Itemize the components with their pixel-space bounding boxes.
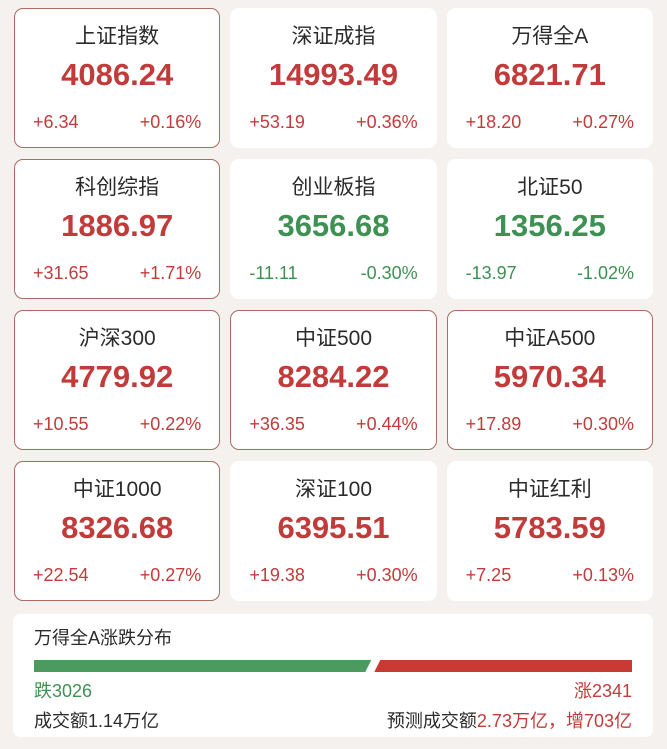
index-card-wandequanA[interactable]: 万得全A 6821.71 +18.20 +0.27%	[446, 8, 653, 148]
index-value: 5783.59	[493, 510, 606, 545]
index-change: -13.97	[465, 263, 517, 283]
index-change-pct: +0.36%	[356, 112, 418, 132]
index-name: 创业板指	[291, 176, 376, 199]
index-card-zhongzhenghongli[interactable]: 中证红利 5783.59 +7.25 +0.13%	[446, 461, 653, 601]
index-change-pct: +0.16%	[139, 112, 202, 132]
index-card-zhongzhengA500[interactable]: 中证A500 5970.34 +17.89 +0.30%	[446, 310, 653, 450]
index-card-shenzheng100[interactable]: 深证100 6395.51 +19.38 +0.30%	[230, 461, 437, 601]
index-change-row: +6.34 +0.16%	[33, 112, 201, 133]
turnover-row: 成交额1.14万亿 预测成交额2.73万亿，增703亿	[34, 710, 632, 732]
index-change-row: +22.54 +0.27%	[33, 565, 201, 586]
count-row: 跌3026 涨2341	[34, 680, 632, 702]
index-card-shangzheng[interactable]: 上证指数 4086.24 +6.34 +0.16%	[14, 8, 221, 148]
index-value: 6821.71	[493, 57, 606, 92]
index-change-pct: +0.30%	[572, 414, 634, 434]
index-value: 14993.49	[268, 57, 399, 92]
index-change-row: -11.11 -0.30%	[249, 263, 417, 284]
index-change: +7.25	[465, 565, 512, 585]
index-change-pct: +0.44%	[356, 414, 418, 434]
index-change-pct: +0.22%	[139, 414, 202, 434]
index-value: 6395.51	[277, 510, 390, 545]
index-change-row: +53.19 +0.36%	[249, 112, 417, 133]
index-name: 深证成指	[291, 25, 376, 48]
index-change: +19.38	[249, 565, 305, 585]
index-name: 万得全A	[511, 25, 589, 48]
advancers-count-label: 涨2341	[573, 681, 632, 701]
forecast-highlight: 2.73万亿，增703亿	[476, 711, 632, 731]
index-board: 上证指数 4086.24 +6.34 +0.16% 深证成指 14993.49 …	[14, 8, 653, 601]
index-name: 沪深300	[78, 327, 156, 350]
index-change-pct: +0.27%	[139, 565, 202, 585]
index-change: +53.19	[249, 112, 305, 132]
decliners-bar-segment	[34, 660, 371, 672]
advancers-bar-segment	[374, 660, 632, 672]
index-value: 4779.92	[61, 359, 174, 394]
index-change: -11.11	[249, 263, 298, 283]
index-change: +6.34	[33, 112, 79, 132]
index-change-row: +31.65 +1.71%	[33, 263, 201, 284]
index-card-zhongzheng1000[interactable]: 中证1000 8326.68 +22.54 +0.27%	[14, 461, 221, 601]
bar-divider	[371, 660, 374, 672]
index-change-row: +10.55 +0.22%	[33, 414, 201, 435]
index-change-row: +19.38 +0.30%	[249, 565, 417, 586]
index-value: 1356.25	[493, 208, 606, 243]
index-change: +17.89	[465, 414, 522, 434]
index-value: 1886.97	[61, 208, 174, 243]
index-card-hushen300[interactable]: 沪深300 4779.92 +10.55 +0.22%	[14, 310, 221, 450]
index-change-row: +36.35 +0.44%	[249, 414, 417, 435]
index-change-pct: -0.30%	[360, 263, 418, 283]
index-change: +10.55	[33, 414, 89, 434]
index-value: 4086.24	[61, 57, 174, 92]
index-value: 5970.34	[493, 359, 606, 394]
index-change-pct: +0.30%	[356, 565, 418, 585]
index-change-pct: +1.71%	[139, 263, 202, 283]
index-value: 3656.68	[277, 208, 390, 243]
index-name: 科创综指	[75, 176, 160, 199]
index-name: 北证50	[517, 176, 583, 199]
decliners-count-label: 跌3026	[34, 681, 93, 701]
index-change: +31.65	[33, 263, 89, 283]
index-name: 中证红利	[507, 478, 592, 501]
index-change: +18.20	[465, 112, 522, 132]
index-name: 中证A500	[504, 327, 596, 350]
index-card-kechuangzongzhi[interactable]: 科创综指 1886.97 +31.65 +1.71%	[14, 159, 221, 299]
index-card-chuangyebanzhi[interactable]: 创业板指 3656.68 -11.11 -0.30%	[230, 159, 437, 299]
forecast-prefix: 预测成交额	[386, 711, 477, 731]
index-change-row: +17.89 +0.30%	[466, 414, 634, 435]
index-change-pct: -1.02%	[576, 263, 634, 283]
distribution-panel: 万得全A涨跌分布 跌3026 涨2341 成交额1.14万亿 预测成交额2.73…	[13, 614, 653, 737]
distribution-title: 万得全A涨跌分布	[34, 628, 173, 648]
index-name: 中证1000	[72, 478, 162, 501]
turnover-label: 成交额1.14万亿	[34, 711, 160, 731]
index-change: +36.35	[249, 414, 305, 434]
index-card-shenzhengchengzhi[interactable]: 深证成指 14993.49 +53.19 +0.36%	[230, 8, 437, 148]
forecast-turnover-label: 预测成交额2.73万亿，增703亿	[387, 710, 632, 732]
index-name: 深证100	[294, 478, 373, 501]
index-card-zhongzheng500[interactable]: 中证500 8284.22 +36.35 +0.44%	[230, 310, 437, 450]
index-value: 8326.68	[61, 510, 174, 545]
index-change-pct: +0.27%	[572, 112, 634, 132]
index-name: 中证500	[294, 327, 373, 350]
index-change-row: +18.20 +0.27%	[466, 112, 634, 133]
advance-decline-bar	[34, 660, 632, 672]
index-name: 上证指数	[75, 25, 160, 48]
index-change-pct: +0.13%	[572, 565, 634, 585]
index-change-row: -13.97 -1.02%	[466, 263, 634, 284]
index-value: 8284.22	[277, 359, 390, 394]
index-card-beizheng50[interactable]: 北证50 1356.25 -13.97 -1.02%	[446, 159, 653, 299]
index-change-row: +7.25 +0.13%	[466, 565, 634, 586]
index-change: +22.54	[33, 565, 89, 585]
